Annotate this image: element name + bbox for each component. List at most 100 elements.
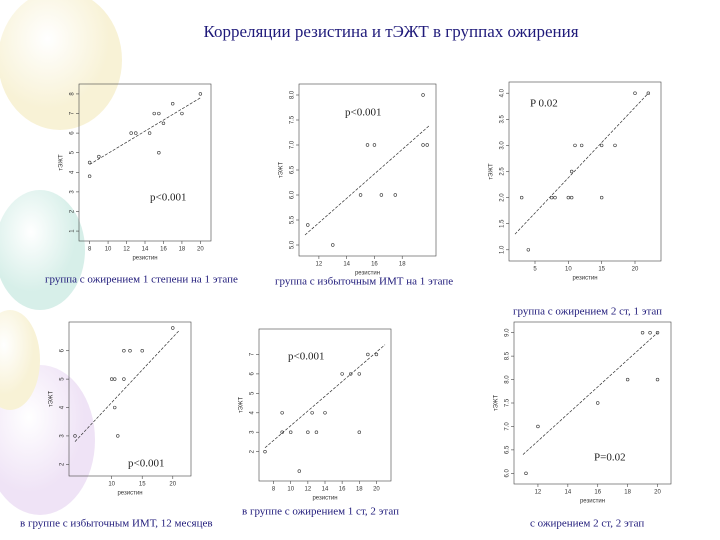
y-tick-label: 2 <box>250 449 256 453</box>
data-point <box>161 121 166 126</box>
chart-caption: группа с ожирением 2 ст, 1 этап <box>513 306 662 318</box>
scatter-plot: 5 10 15 20 1.0 1.5 2.0 2.5 3.0 3.5 4.0 резистин тЭЖТ… <box>489 81 662 318</box>
x-tick-label: 5 <box>533 267 537 273</box>
x-axis-label: резистин <box>572 276 597 282</box>
fit-line <box>522 332 658 455</box>
scatter-plot: 10 15 20 2 3 4 5 6 резистин тЭЖТ p<0.001 в группе с… <box>20 321 213 530</box>
x-axis-label: резистин <box>132 256 157 262</box>
scatter-plot: 12 14 16 18 5.0 5.5 6.0 6.5 7.0 7.5 8.0 резистин тЭЖ… <box>275 83 453 288</box>
y-tick-label: 2.0 <box>500 193 506 202</box>
data-point <box>421 93 425 97</box>
data-point <box>314 430 319 434</box>
data-point <box>655 330 660 335</box>
data-point <box>569 169 574 174</box>
data-point <box>73 434 77 438</box>
x-tick-label: 10 <box>105 247 112 253</box>
x-tick-label: 20 <box>373 487 380 493</box>
chart-caption: с ожирением 2 ст, 2 этап <box>530 518 644 530</box>
x-tick-label: 14 <box>142 247 149 253</box>
y-tick-label: 5.5 <box>290 215 296 224</box>
x-tick-label: 10 <box>565 267 572 273</box>
data-point <box>648 330 652 335</box>
p-value-annotation: p<0.001 <box>288 351 324 363</box>
y-axis-label: тЭЖТ <box>489 163 495 180</box>
data-point <box>310 411 314 415</box>
fit-line <box>304 124 431 236</box>
y-tick-label: 6.0 <box>505 468 511 477</box>
x-tick-label: 14 <box>322 487 329 493</box>
data-point <box>140 349 144 353</box>
data-point <box>524 471 528 476</box>
y-tick-label: 6.5 <box>290 165 296 174</box>
x-tick-label: 20 <box>169 482 176 488</box>
chart-caption: в группе с ожирением 1 ст, 2 этап <box>242 506 399 518</box>
y-tick-label: 2 <box>70 209 76 213</box>
scatter-plot: 8 10 12 14 16 18 2012345678резистинтЭЖТp<0.001… <box>45 83 238 286</box>
x-tick-label: 12 <box>535 490 542 496</box>
x-tick-label: 12 <box>305 487 312 493</box>
y-tick-label: 6.0 <box>290 190 296 199</box>
data-point <box>536 424 540 429</box>
data-point <box>134 131 138 135</box>
x-tick-label: 18 <box>356 487 363 493</box>
x-tick-label: 16 <box>160 247 167 253</box>
plot-frame <box>513 321 672 485</box>
y-tick-label: 8.0 <box>505 375 511 384</box>
x-tick-label: 14 <box>564 490 571 496</box>
data-point <box>372 143 377 147</box>
fit-line <box>89 97 201 165</box>
x-tick-label: 10 <box>108 482 115 488</box>
p-value-annotation: p<0.001 <box>150 192 186 204</box>
data-point <box>625 377 630 382</box>
y-tick-label: 7.5 <box>505 398 511 407</box>
y-tick-label: 8.5 <box>505 351 511 360</box>
data-point <box>113 405 117 410</box>
scatter-plot: 12 14 16 18 20 6.0 6.5 7.0 7.5 8.0 8.5 9.0 резистин т… <box>494 321 672 530</box>
x-tick-label: 15 <box>139 482 146 488</box>
fit-line <box>514 92 649 235</box>
y-tick-label: 3 <box>250 430 256 434</box>
y-tick-label: 7.5 <box>290 115 296 124</box>
data-point <box>306 430 310 434</box>
x-tick-label: 8 <box>272 487 276 493</box>
data-point <box>646 91 651 95</box>
fit-line <box>74 330 180 442</box>
x-tick-label: 8 <box>88 247 92 253</box>
y-tick-label: 3 <box>60 434 66 438</box>
data-point <box>613 143 617 148</box>
x-tick-label: 20 <box>197 247 204 253</box>
data-point <box>280 411 284 415</box>
x-tick-label: 15 <box>598 267 605 273</box>
data-point <box>566 195 571 200</box>
p-value-annotation: p<0.001 <box>345 107 381 119</box>
data-point <box>128 349 132 353</box>
y-tick-label: 5 <box>250 391 256 395</box>
y-tick-label: 6 <box>250 372 256 376</box>
y-tick-label: 3.5 <box>500 114 506 123</box>
p-value-annotation: P=0.02 <box>594 452 626 464</box>
data-point <box>152 111 156 116</box>
data-point <box>366 352 370 357</box>
x-axis-label: резистин <box>312 496 337 502</box>
data-point <box>122 377 126 381</box>
y-tick-label: 9.0 <box>505 328 511 337</box>
x-tick-label: 18 <box>624 490 631 496</box>
y-tick-label: 1.0 <box>500 245 506 254</box>
p-value-annotation: p<0.001 <box>128 458 164 470</box>
y-tick-label: 7.0 <box>290 140 296 149</box>
y-tick-label: 1.5 <box>500 219 506 228</box>
data-point <box>421 143 425 147</box>
data-point <box>323 411 327 415</box>
y-tick-label: 5 <box>60 377 66 381</box>
y-tick-label: 4.0 <box>500 88 506 97</box>
y-tick-label: 4 <box>70 170 76 174</box>
y-tick-label: 3.0 <box>500 141 506 150</box>
data-point <box>116 434 120 438</box>
data-point <box>122 349 126 353</box>
chart-caption: в группе с избыточным ИМТ, 12 месяцев <box>20 518 213 530</box>
x-axis-label: резистин <box>580 499 605 505</box>
data-point <box>157 111 161 116</box>
slide-title: Корреляции резистина и тЭЖТ в группах ож… <box>203 22 578 41</box>
data-point <box>526 248 531 252</box>
y-axis-label: тЭЖТ <box>494 395 500 412</box>
